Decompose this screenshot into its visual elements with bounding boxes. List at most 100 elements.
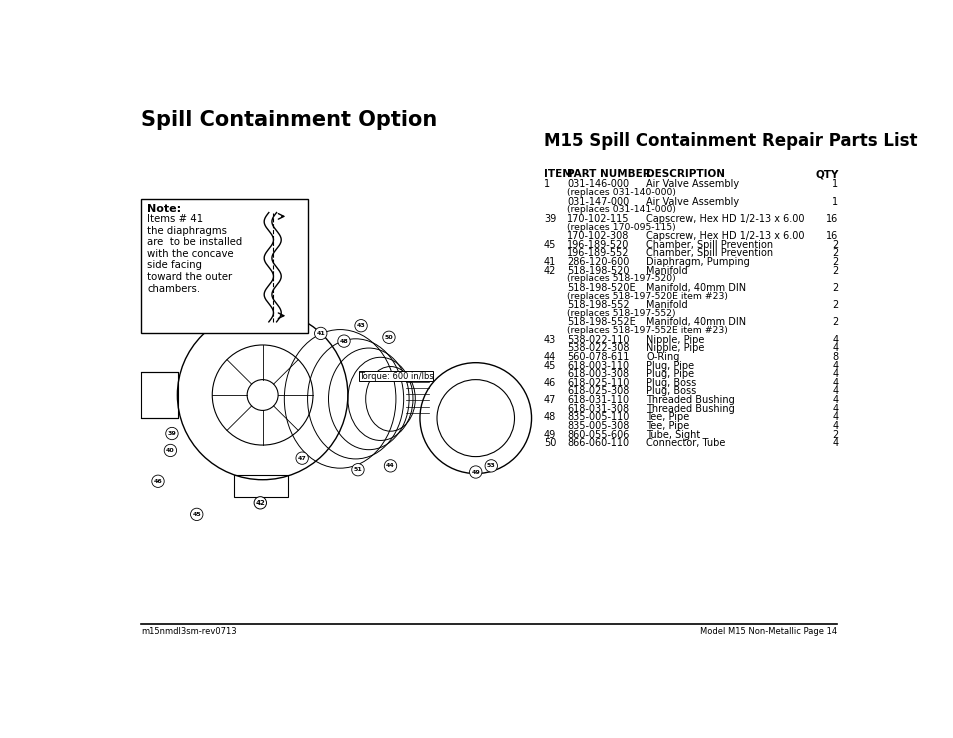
Circle shape (295, 452, 308, 464)
Text: 2: 2 (831, 266, 838, 276)
Text: 43: 43 (543, 334, 556, 345)
Text: 4: 4 (831, 343, 838, 354)
Text: Manifold: Manifold (645, 300, 687, 310)
Text: 860-055-606: 860-055-606 (567, 430, 629, 440)
Text: 4: 4 (831, 387, 838, 396)
Bar (141, 199, 307, 334)
Text: Plug, Boss: Plug, Boss (645, 387, 696, 396)
Text: Plug, Boss: Plug, Boss (645, 378, 696, 387)
Text: 44: 44 (543, 352, 556, 362)
Text: 50: 50 (384, 335, 393, 339)
Text: Connector, Tube: Connector, Tube (645, 438, 725, 448)
Text: 51: 51 (354, 467, 362, 472)
Text: 48: 48 (339, 339, 348, 344)
Text: Nipple, Pipe: Nipple, Pipe (645, 334, 704, 345)
Text: 170-102-115: 170-102-115 (567, 214, 629, 224)
Text: 53: 53 (486, 463, 496, 469)
Text: 031-147-000: 031-147-000 (567, 196, 629, 207)
Text: 2: 2 (831, 300, 838, 310)
Text: Capscrew, Hex HD 1/2-13 x 6.00: Capscrew, Hex HD 1/2-13 x 6.00 (645, 214, 804, 224)
Text: 40: 40 (166, 448, 174, 453)
Text: 46: 46 (543, 378, 556, 387)
Text: Diaphragm, Pumping: Diaphragm, Pumping (645, 257, 749, 267)
Text: 2: 2 (831, 249, 838, 258)
Text: 286-120-600: 286-120-600 (567, 257, 629, 267)
Text: 4: 4 (831, 369, 838, 379)
Text: PART NUMBER: PART NUMBER (567, 170, 650, 179)
Text: 538-022-110: 538-022-110 (567, 334, 629, 345)
Text: O-Ring: O-Ring (645, 352, 679, 362)
Text: 47: 47 (543, 395, 556, 405)
Text: 518-198-552E: 518-198-552E (567, 317, 636, 328)
Circle shape (166, 427, 178, 440)
Text: 835-005-308: 835-005-308 (567, 421, 629, 431)
Text: (replaces 518-197-552E item #23): (replaces 518-197-552E item #23) (567, 326, 727, 335)
Text: 42: 42 (543, 266, 556, 276)
Text: 518-198-520E: 518-198-520E (567, 283, 635, 293)
Text: 031-146-000: 031-146-000 (567, 179, 629, 190)
Text: (replaces 518-197-520E item #23): (replaces 518-197-520E item #23) (567, 292, 727, 300)
Text: 196-189-552: 196-189-552 (567, 249, 629, 258)
Circle shape (484, 460, 497, 472)
Text: QTY: QTY (814, 170, 838, 179)
Text: Capscrew, Hex HD 1/2-13 x 6.00: Capscrew, Hex HD 1/2-13 x 6.00 (645, 231, 804, 241)
Text: 4: 4 (831, 378, 838, 387)
Circle shape (152, 475, 164, 487)
Text: Items # 41
the diaphragms
are  to be installed
with the concave
side facing
towa: Items # 41 the diaphragms are to be inst… (147, 214, 242, 294)
Bar (359, 371, 433, 381)
Text: 44: 44 (386, 463, 395, 469)
Text: 49: 49 (471, 469, 479, 475)
Text: DESCRIPTION: DESCRIPTION (645, 170, 724, 179)
Text: 48: 48 (543, 413, 556, 422)
Text: 42: 42 (255, 500, 265, 506)
Text: 618-003-308: 618-003-308 (567, 369, 629, 379)
Text: 8: 8 (831, 352, 838, 362)
Text: (replaces 518-197-520): (replaces 518-197-520) (567, 275, 675, 283)
Text: Air Valve Assembly: Air Valve Assembly (645, 179, 739, 190)
Text: Nipple, Pipe: Nipple, Pipe (645, 343, 704, 354)
Text: 2: 2 (831, 317, 838, 328)
Text: 4: 4 (831, 438, 838, 448)
Text: Tee, Pipe: Tee, Pipe (645, 421, 689, 431)
Text: 49: 49 (543, 430, 556, 440)
Circle shape (314, 327, 327, 339)
Bar (141, 372, 178, 418)
Text: Manifold, 40mm DIN: Manifold, 40mm DIN (645, 283, 745, 293)
Text: 41: 41 (543, 257, 556, 267)
Text: 618-025-110: 618-025-110 (567, 378, 629, 387)
Text: 45: 45 (543, 240, 556, 249)
Text: Threaded Bushing: Threaded Bushing (645, 395, 734, 405)
Text: 618-031-308: 618-031-308 (567, 404, 629, 413)
Circle shape (253, 497, 266, 509)
Text: 45: 45 (543, 361, 556, 370)
Text: 1: 1 (543, 179, 550, 190)
Text: 4: 4 (831, 404, 838, 413)
Text: 39: 39 (543, 214, 556, 224)
Text: 45: 45 (193, 512, 201, 517)
Text: Note:: Note: (147, 204, 181, 214)
Text: 560-078-611: 560-078-611 (567, 352, 629, 362)
Text: 618-031-110: 618-031-110 (567, 395, 629, 405)
Text: 618-025-308: 618-025-308 (567, 387, 629, 396)
Circle shape (337, 335, 350, 348)
Text: ITEM: ITEM (543, 170, 572, 179)
Text: 50: 50 (543, 438, 556, 448)
Text: 43: 43 (356, 323, 365, 328)
Text: 16: 16 (825, 214, 838, 224)
Text: 4: 4 (831, 334, 838, 345)
Text: Tube, Sight: Tube, Sight (645, 430, 700, 440)
Text: Manifold: Manifold (645, 266, 687, 276)
Circle shape (352, 463, 364, 476)
Text: Tee, Pipe: Tee, Pipe (645, 413, 689, 422)
Circle shape (191, 508, 203, 520)
Text: 2: 2 (831, 430, 838, 440)
Text: Chamber, Spill Prevention: Chamber, Spill Prevention (645, 240, 773, 249)
Text: 2: 2 (831, 283, 838, 293)
Text: Model M15 Non-Metallic Page 14: Model M15 Non-Metallic Page 14 (700, 627, 836, 636)
Text: 196-189-520: 196-189-520 (567, 240, 629, 249)
Text: 518-198-520: 518-198-520 (567, 266, 629, 276)
Text: 1: 1 (831, 179, 838, 190)
Text: 1: 1 (831, 196, 838, 207)
Text: 4: 4 (831, 395, 838, 405)
Text: (replaces 031-141-000): (replaces 031-141-000) (567, 205, 676, 214)
